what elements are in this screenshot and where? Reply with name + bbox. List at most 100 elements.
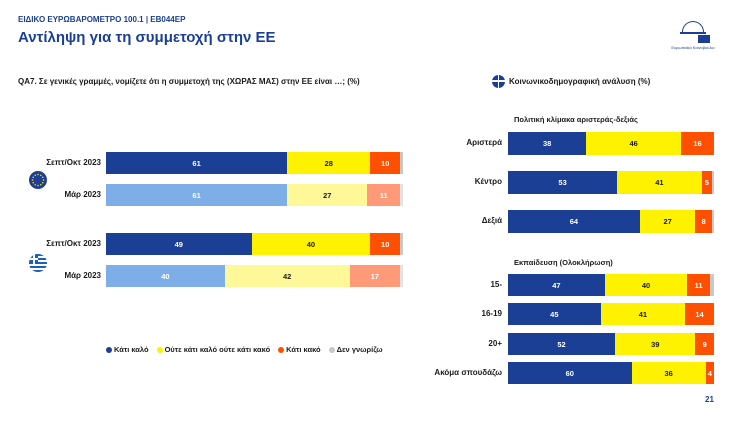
data-label: 9 <box>702 339 707 349</box>
greece-flag-icon <box>29 254 47 272</box>
row-label: 15- <box>490 280 502 289</box>
data-label: 49 <box>174 239 183 249</box>
bar-segment-dk <box>400 233 403 255</box>
data-label: 60 <box>565 368 574 378</box>
row-label: 16-19 <box>481 309 502 318</box>
bar-segment-neutral: 40 <box>604 274 688 296</box>
data-label: 4 <box>707 368 712 378</box>
stacked-bar: 40 42 17 <box>106 265 403 287</box>
header-kicker: ΕΙΔΙΚΟ ΕΥΡΩΒΑΡΟΜΕΤΡΟ 100.1 | EB044EP <box>18 15 186 24</box>
bar-segment-good: 64 <box>508 210 640 233</box>
legend-label: Ούτε κάτι καλό ούτε κάτι κακό <box>164 345 271 354</box>
data-label: 45 <box>550 309 559 319</box>
data-label: 11 <box>694 280 703 290</box>
stacked-bar: 60 36 4 <box>508 362 714 384</box>
bar-segment-neutral: 40 <box>251 233 371 255</box>
row-label: Μάρ 2023 <box>64 190 101 199</box>
data-label: 61 <box>192 158 201 168</box>
globe-icon <box>492 75 505 88</box>
bar-segment-neutral: 28 <box>287 152 371 174</box>
data-label: 64 <box>569 217 579 226</box>
bar-segment-bad: 4 <box>705 362 714 384</box>
legend-dot-icon <box>106 346 112 353</box>
stacked-bar: 49 40 10 <box>106 233 403 255</box>
data-label: 8 <box>701 217 706 226</box>
data-label: 40 <box>306 239 316 249</box>
data-label: 14 <box>695 309 704 319</box>
bar-segment-neutral: 27 <box>287 184 368 206</box>
bar-segment-bad: 16 <box>681 132 714 155</box>
bar-segment-neutral: 36 <box>631 362 706 384</box>
stacked-bar: 45 41 14 <box>508 303 714 325</box>
stacked-bar: 47 40 11 <box>508 274 714 296</box>
bar-segment-bad: 10 <box>370 233 400 255</box>
data-label: 53 <box>558 178 567 187</box>
row-label: Κέντρο <box>474 177 502 186</box>
legend-item: Ούτε κάτι καλό ούτε κάτι κακό <box>156 345 271 354</box>
row-label: Ακόμα σπουδάζω <box>434 368 502 377</box>
data-label: 40 <box>161 271 170 281</box>
logo-base <box>680 32 706 34</box>
data-label: 16 <box>693 139 702 148</box>
data-label: 28 <box>324 158 333 168</box>
stacked-bar: 64 27 8 <box>508 210 714 233</box>
data-label: 41 <box>655 178 664 187</box>
legend-item: Δεν γνωρίζω <box>328 345 383 354</box>
data-label: 39 <box>651 339 660 349</box>
greece-flag-canton <box>29 254 38 264</box>
bar-segment-dk <box>711 210 714 233</box>
bar-segment-neutral: 46 <box>586 132 682 155</box>
data-label: 40 <box>641 280 651 290</box>
data-label: 47 <box>552 280 561 290</box>
panel-title-education: Εκπαίδευση (Ολοκλήρωση) <box>514 258 613 267</box>
data-label: 10 <box>380 158 390 168</box>
row-label: Αριστερά <box>466 138 502 147</box>
data-label: 41 <box>638 309 648 319</box>
legend-dot-icon <box>328 346 335 353</box>
data-label: 38 <box>542 139 552 148</box>
bar-segment-good: 49 <box>106 233 252 255</box>
bar-segment-good: 52 <box>508 333 616 355</box>
bar-segment-bad: 10 <box>370 152 400 174</box>
bar-segment-bad: 9 <box>695 333 714 355</box>
data-label: 10 <box>380 239 390 249</box>
data-label: 42 <box>282 271 292 281</box>
data-label: 36 <box>664 368 673 378</box>
bar-segment-neutral: 41 <box>617 171 702 194</box>
data-label: 11 <box>379 190 388 200</box>
bar-segment-dk <box>400 184 403 206</box>
legend-item: Κάτι καλό <box>106 345 149 354</box>
bar-segment-dk <box>400 152 403 174</box>
data-label: 17 <box>370 271 379 281</box>
legend-dot-icon <box>156 346 163 353</box>
logo-text: Ευρωπαϊκό Κοινοβούλιο <box>671 45 715 50</box>
bar-segment-bad: 5 <box>701 171 712 194</box>
legend-item: Κάτι κακό <box>278 345 321 354</box>
socio-title: Κοινωνικοδημογραφική ανάλυση (%) <box>509 77 651 86</box>
bar-segment-good: 61 <box>106 184 288 206</box>
bar-segment-bad: 11 <box>367 184 400 206</box>
legend-label: Κάτι καλό <box>114 345 149 354</box>
bar-segment-good: 40 <box>106 265 225 287</box>
data-label: 61 <box>192 190 201 200</box>
bar-segment-bad: 8 <box>695 210 712 233</box>
bar-segment-good: 38 <box>508 132 587 155</box>
bar-segment-good: 60 <box>508 362 632 384</box>
row-label: Μάρ 2023 <box>64 271 101 280</box>
question-text: QA7. Σε γενικές γραμμές, νομίζετε ότι η … <box>18 77 360 86</box>
data-label: 5 <box>704 178 709 187</box>
data-label: 46 <box>629 139 638 148</box>
legend-label: Κάτι κακό <box>286 345 321 354</box>
stacked-bar: 38 46 16 <box>508 132 714 155</box>
bar-segment-bad: 17 <box>349 265 401 287</box>
parliament-dome-icon <box>682 21 704 32</box>
bar-segment-dk <box>709 274 714 296</box>
row-label: 20+ <box>488 339 502 348</box>
data-label: 27 <box>323 190 332 200</box>
legend-dot-icon <box>278 346 285 353</box>
bar-segment-good: 61 <box>106 152 288 174</box>
bar-segment-neutral: 41 <box>600 303 686 325</box>
stacked-bar: 61 27 11 <box>106 184 403 206</box>
stacked-bar: 52 39 9 <box>508 333 714 355</box>
data-label: 27 <box>663 217 672 226</box>
